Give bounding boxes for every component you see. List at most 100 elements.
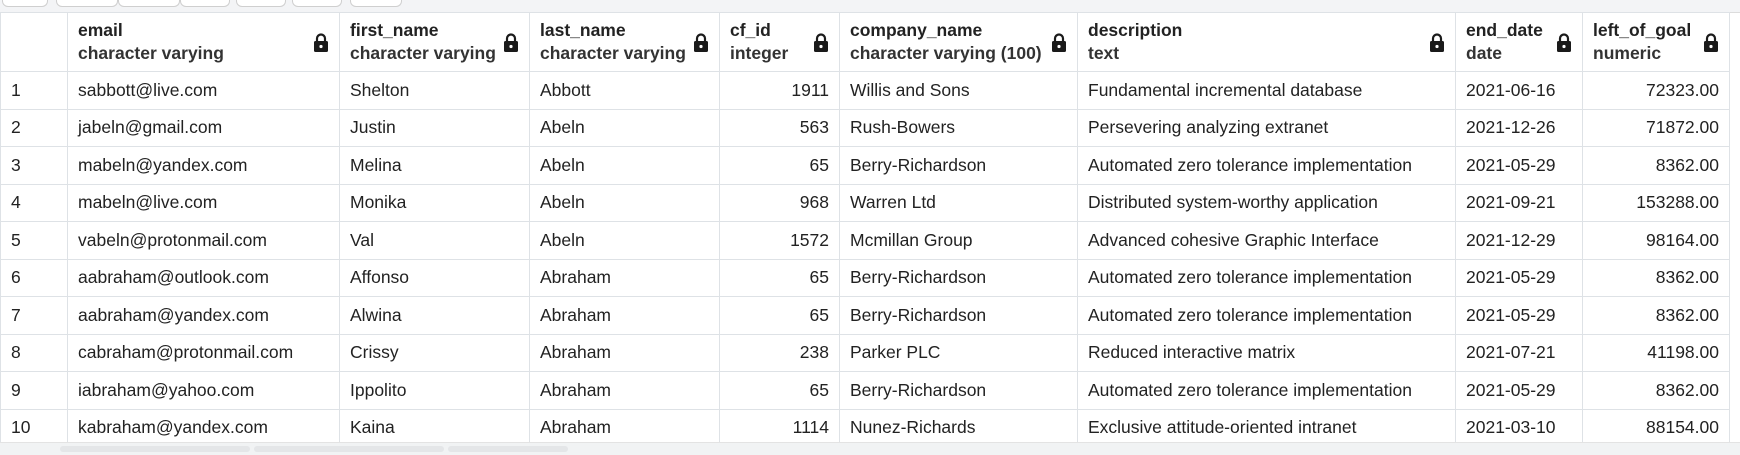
column-header-email[interactable]: email character varying	[67, 12, 340, 72]
toolbar-button[interactable]	[350, 0, 402, 7]
cell-email[interactable]: aabraham@outlook.com	[67, 258, 340, 297]
toolbar-button[interactable]	[292, 0, 342, 7]
cell-cf-id[interactable]: 1911	[719, 71, 840, 110]
cell-last-name[interactable]: Abraham	[529, 296, 720, 335]
row-number-header[interactable]	[0, 12, 68, 72]
column-header-company-name[interactable]: company_name character varying (100)	[839, 12, 1078, 72]
cell-company-name[interactable]: Berry-Richardson	[839, 296, 1078, 335]
cell-email[interactable]: iabraham@yahoo.com	[67, 371, 340, 410]
cell-end-date[interactable]: 2021-12-26	[1455, 108, 1583, 147]
cell-end-date[interactable]: 2021-03-10	[1455, 408, 1583, 442]
cell-first-name[interactable]: Affonso	[339, 258, 530, 297]
table-row[interactable]: 2 jabeln@gmail.com Justin Abeln 563 Rush-Bowe…	[0, 108, 1730, 147]
row-number[interactable]: 9	[0, 371, 68, 410]
column-header-end-date[interactable]: end_date date	[1455, 12, 1583, 72]
column-header-cf-id[interactable]: cf_id integer	[719, 12, 840, 72]
row-number[interactable]: 2	[0, 108, 68, 147]
cell-company-name[interactable]: Willis and Sons	[839, 71, 1078, 110]
cell-email[interactable]: cabraham@protonmail.com	[67, 333, 340, 372]
row-number[interactable]: 8	[0, 333, 68, 372]
cell-first-name[interactable]: Val	[339, 221, 530, 260]
table-row[interactable]: 10 kabraham@yandex.com Kaina Abraham 1114 Nun…	[0, 408, 1730, 442]
cell-company-name[interactable]: Berry-Richardson	[839, 258, 1078, 297]
cell-description[interactable]: Fundamental incremental database	[1077, 71, 1456, 110]
cell-description[interactable]: Automated zero tolerance implementation	[1077, 146, 1456, 185]
cell-last-name[interactable]: Abeln	[529, 108, 720, 147]
cell-last-name[interactable]: Abbott	[529, 71, 720, 110]
cell-first-name[interactable]: Monika	[339, 183, 530, 222]
cell-left-of-goal[interactable]: 8362.00	[1582, 371, 1730, 410]
cell-first-name[interactable]: Alwina	[339, 296, 530, 335]
cell-end-date[interactable]: 2021-12-29	[1455, 221, 1583, 260]
cell-last-name[interactable]: Abraham	[529, 371, 720, 410]
cell-company-name[interactable]: Rush-Bowers	[839, 108, 1078, 147]
cell-last-name[interactable]: Abeln	[529, 146, 720, 185]
cell-end-date[interactable]: 2021-09-21	[1455, 183, 1583, 222]
horizontal-scrollbar[interactable]	[0, 442, 1740, 455]
cell-company-name[interactable]: Parker PLC	[839, 333, 1078, 372]
cell-last-name[interactable]: Abraham	[529, 258, 720, 297]
cell-description[interactable]: Reduced interactive matrix	[1077, 333, 1456, 372]
cell-left-of-goal[interactable]: 88154.00	[1582, 408, 1730, 442]
cell-first-name[interactable]: Justin	[339, 108, 530, 147]
table-row[interactable]: 6 aabraham@outlook.com Affonso Abraham 65 Ber…	[0, 258, 1730, 297]
row-number[interactable]: 6	[0, 258, 68, 297]
cell-description[interactable]: Advanced cohesive Graphic Interface	[1077, 221, 1456, 260]
cell-end-date[interactable]: 2021-05-29	[1455, 371, 1583, 410]
cell-left-of-goal[interactable]: 153288.00	[1582, 183, 1730, 222]
cell-end-date[interactable]: 2021-05-29	[1455, 296, 1583, 335]
cell-first-name[interactable]: Shelton	[339, 71, 530, 110]
cell-description[interactable]: Exclusive attitude-oriented intranet	[1077, 408, 1456, 442]
table-row[interactable]: 8 cabraham@protonmail.com Crissy Abraham 238…	[0, 333, 1730, 372]
cell-first-name[interactable]: Melina	[339, 146, 530, 185]
cell-cf-id[interactable]: 65	[719, 371, 840, 410]
cell-email[interactable]: kabraham@yandex.com	[67, 408, 340, 442]
cell-description[interactable]: Automated zero tolerance implementation	[1077, 258, 1456, 297]
cell-company-name[interactable]: Berry-Richardson	[839, 146, 1078, 185]
cell-last-name[interactable]: Abeln	[529, 221, 720, 260]
cell-cf-id[interactable]: 563	[719, 108, 840, 147]
cell-cf-id[interactable]: 1114	[719, 408, 840, 442]
cell-email[interactable]: sabbott@live.com	[67, 71, 340, 110]
cell-last-name[interactable]: Abraham	[529, 408, 720, 442]
table-row[interactable]: 5 vabeln@protonmail.com Val Abeln 1572 Mcmill…	[0, 221, 1730, 260]
cell-left-of-goal[interactable]: 71872.00	[1582, 108, 1730, 147]
cell-end-date[interactable]: 2021-07-21	[1455, 333, 1583, 372]
cell-left-of-goal[interactable]: 8362.00	[1582, 146, 1730, 185]
cell-cf-id[interactable]: 968	[719, 183, 840, 222]
cell-first-name[interactable]: Kaina	[339, 408, 530, 442]
cell-email[interactable]: jabeln@gmail.com	[67, 108, 340, 147]
row-number[interactable]: 5	[0, 221, 68, 260]
cell-email[interactable]: aabraham@yandex.com	[67, 296, 340, 335]
toolbar-button[interactable]	[180, 0, 230, 7]
table-row[interactable]: 7 aabraham@yandex.com Alwina Abraham 65 Berry…	[0, 296, 1730, 335]
cell-email[interactable]: mabeln@live.com	[67, 183, 340, 222]
column-header-first-name[interactable]: first_name character varying	[339, 12, 530, 72]
toolbar-button[interactable]	[236, 0, 286, 7]
cell-company-name[interactable]: Nunez-Richards	[839, 408, 1078, 442]
cell-left-of-goal[interactable]: 72323.00	[1582, 71, 1730, 110]
toolbar-button[interactable]	[2, 0, 48, 7]
cell-end-date[interactable]: 2021-05-29	[1455, 258, 1583, 297]
column-header-left-of-goal[interactable]: left_of_goal numeric	[1582, 12, 1730, 72]
toolbar-button[interactable]	[118, 0, 180, 7]
cell-company-name[interactable]: Warren Ltd	[839, 183, 1078, 222]
toolbar-button[interactable]	[56, 0, 118, 7]
row-number[interactable]: 3	[0, 146, 68, 185]
cell-cf-id[interactable]: 238	[719, 333, 840, 372]
cell-email[interactable]: mabeln@yandex.com	[67, 146, 340, 185]
column-header-description[interactable]: description text	[1077, 12, 1456, 72]
cell-left-of-goal[interactable]: 8362.00	[1582, 258, 1730, 297]
cell-description[interactable]: Automated zero tolerance implementation	[1077, 296, 1456, 335]
row-number[interactable]: 10	[0, 408, 68, 442]
cell-cf-id[interactable]: 65	[719, 258, 840, 297]
cell-last-name[interactable]: Abeln	[529, 183, 720, 222]
row-number[interactable]: 7	[0, 296, 68, 335]
cell-last-name[interactable]: Abraham	[529, 333, 720, 372]
row-number[interactable]: 4	[0, 183, 68, 222]
cell-cf-id[interactable]: 65	[719, 146, 840, 185]
cell-first-name[interactable]: Crissy	[339, 333, 530, 372]
cell-end-date[interactable]: 2021-06-16	[1455, 71, 1583, 110]
cell-cf-id[interactable]: 1572	[719, 221, 840, 260]
cell-description[interactable]: Automated zero tolerance implementation	[1077, 371, 1456, 410]
